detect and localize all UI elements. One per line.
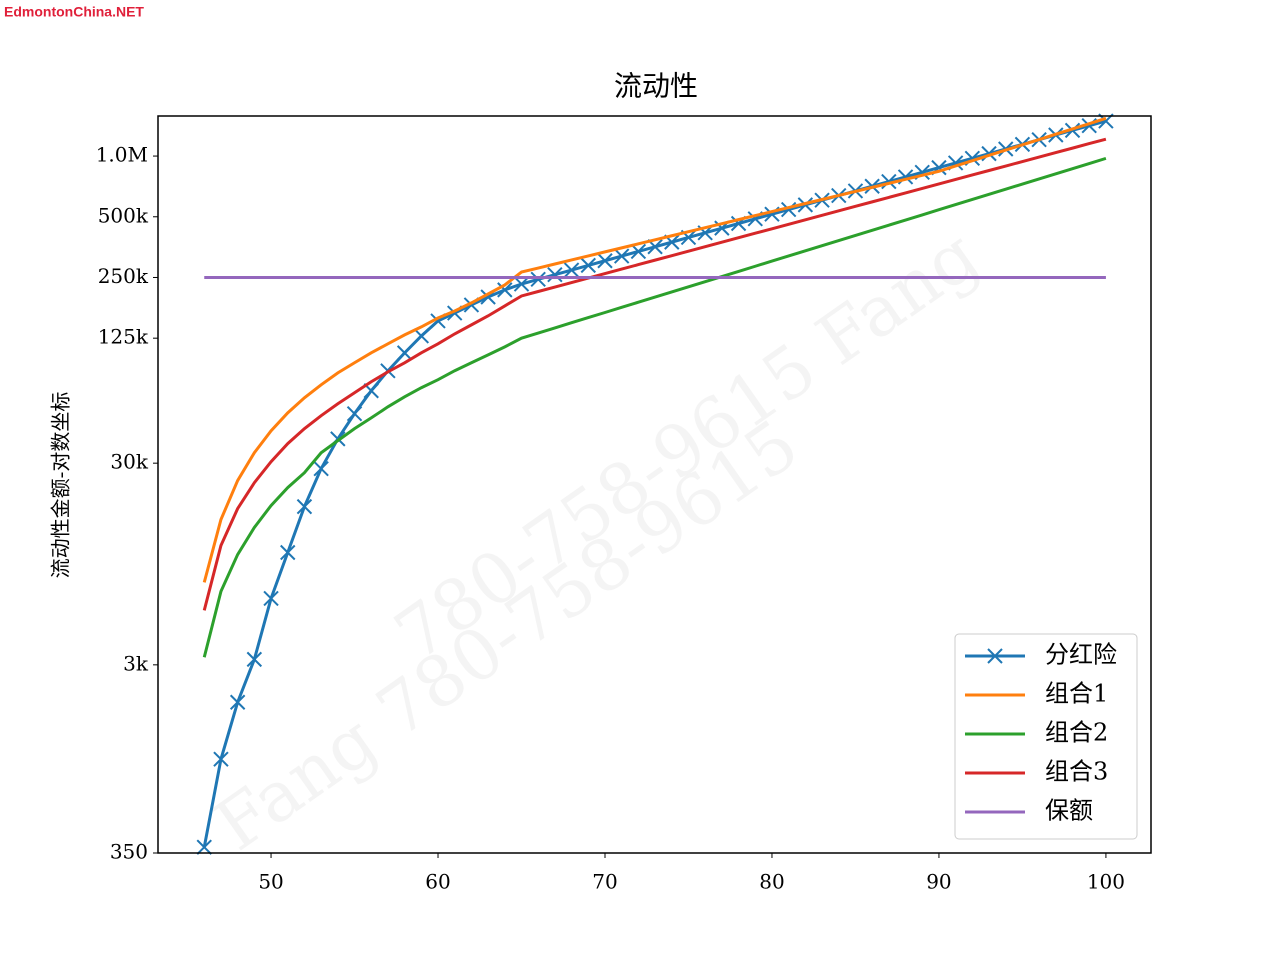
data-point	[296, 498, 313, 515]
marker-stroke	[280, 544, 296, 561]
series-line	[202, 116, 1107, 583]
y-tick-label: 30k	[110, 450, 148, 474]
marker-stroke	[697, 225, 713, 241]
legend-label: 组合3	[1045, 758, 1108, 786]
y-axis-label: 流动性金额-对数坐标	[49, 392, 73, 579]
data-point	[246, 651, 263, 668]
data-point	[513, 276, 530, 292]
y-tick-label: 250k	[98, 264, 149, 288]
data-point	[580, 257, 597, 274]
legend-box	[954, 633, 1138, 840]
data-point	[280, 544, 296, 561]
legend-label: 组合2	[1045, 719, 1108, 747]
data-point	[881, 173, 897, 190]
x-tick-label: 50	[258, 870, 283, 894]
x-tick-label: 90	[926, 870, 951, 894]
data-point	[346, 405, 363, 422]
marker-stroke	[263, 590, 279, 607]
y-tick-label: 3k	[123, 651, 149, 675]
data-point	[597, 253, 613, 269]
data-point	[547, 267, 563, 283]
x-tick-label: 70	[592, 870, 617, 894]
marker-stroke	[987, 648, 1003, 664]
x-tick-label: 100	[1087, 870, 1125, 894]
marker-stroke	[647, 239, 663, 255]
legend-marker	[987, 648, 1003, 664]
marker-stroke	[229, 694, 246, 710]
watermark: Fang 780-758-9615	[200, 404, 813, 867]
marker-stroke	[580, 257, 597, 274]
marker-stroke	[881, 173, 897, 190]
marker-stroke	[396, 345, 413, 361]
marker-stroke	[363, 383, 379, 399]
watermark: 780-758-9615 Fang	[380, 214, 993, 677]
marker-stroke	[196, 839, 212, 855]
marker-stroke	[597, 253, 613, 269]
data-point	[563, 262, 580, 278]
marker-stroke	[630, 243, 647, 260]
chart-title: 流动性	[614, 70, 698, 103]
data-point	[630, 243, 647, 260]
marker-stroke	[213, 751, 229, 767]
y-tick-label: 125k	[98, 325, 149, 349]
legend-label: 组合1	[1045, 680, 1108, 708]
legend-label: 保额	[1045, 797, 1093, 825]
y-tick-label: 500k	[98, 203, 149, 227]
data-point	[229, 694, 246, 710]
marker-stroke	[296, 498, 313, 515]
data-point	[413, 328, 430, 344]
marker-stroke	[246, 651, 263, 668]
marker-stroke	[613, 248, 630, 264]
marker-stroke	[530, 271, 546, 288]
marker-stroke	[413, 328, 430, 344]
x-tick-label: 80	[759, 870, 784, 894]
marker-stroke	[563, 262, 580, 278]
data-point	[530, 271, 546, 288]
site-watermark: EdmontonChina.NET	[4, 4, 144, 20]
data-point	[613, 248, 630, 264]
series-line	[202, 137, 1107, 611]
marker-stroke	[664, 234, 680, 250]
marker-stroke	[346, 405, 363, 422]
marker-stroke	[513, 276, 530, 292]
data-point	[396, 345, 413, 361]
data-point	[497, 282, 513, 298]
data-point	[213, 751, 229, 767]
data-point	[780, 201, 797, 218]
marker-stroke	[547, 267, 563, 283]
marker-stroke	[680, 229, 697, 246]
plot-frame	[157, 115, 1152, 854]
x-tick-label: 60	[425, 870, 450, 894]
data-point	[263, 590, 279, 607]
marker-stroke	[780, 201, 797, 218]
series-line	[202, 156, 1107, 658]
legend-label: 分红险	[1045, 641, 1117, 669]
marker-stroke	[313, 460, 329, 477]
y-tick-label: 350	[110, 840, 148, 864]
data-point	[313, 460, 329, 477]
y-tick-label: 1.0M	[96, 143, 148, 167]
marker-stroke	[497, 282, 513, 298]
data-point	[196, 839, 212, 855]
